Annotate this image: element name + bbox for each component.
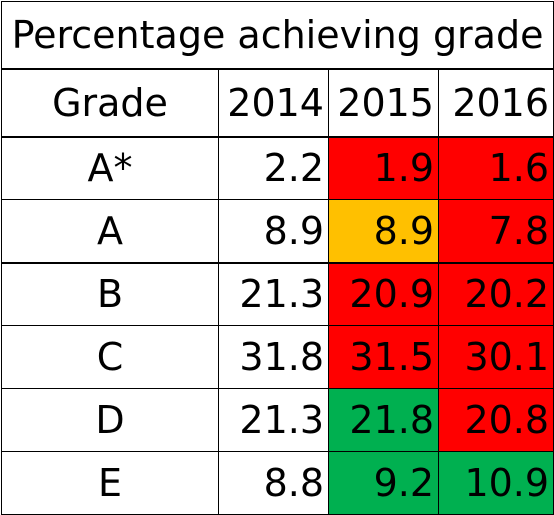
value-cell: 21.3 (218, 262, 329, 326)
grade-cell: D (1, 388, 219, 452)
year-header-2014: 2014 (218, 68, 329, 138)
value-cell: 1.6 (437, 136, 554, 200)
table-title: Percentage achieving grade (0, 1, 554, 70)
value-cell: 7.8 (437, 199, 554, 264)
table-row: A* 2.2 1.9 1.6 (1, 136, 554, 200)
value-cell: 30.1 (437, 325, 554, 389)
value-cell: 8.9 (218, 199, 329, 264)
value-cell: 1.9 (328, 136, 439, 200)
value-cell: 9.2 (328, 451, 439, 515)
grade-cell: E (1, 451, 219, 515)
value-cell: 21.8 (328, 388, 439, 452)
value-cell: 2.2 (218, 136, 329, 200)
year-header-2015: 2015 (328, 68, 439, 138)
table-row: B 21.3 20.9 20.2 (1, 262, 554, 326)
value-cell: 20.8 (437, 388, 554, 452)
table-row: E 8.8 9.2 10.9 (1, 451, 554, 515)
value-cell: 10.9 (437, 451, 554, 515)
grade-cell: A* (1, 136, 219, 200)
value-cell: 8.9 (328, 199, 439, 264)
table-row: A 8.9 8.9 7.8 (1, 199, 554, 264)
value-cell: 20.2 (437, 262, 554, 326)
value-cell: 20.9 (328, 262, 439, 326)
value-cell: 8.8 (218, 451, 329, 515)
header-row: Grade 2014 2015 2016 (1, 68, 554, 138)
title-row: Percentage achieving grade (0, 1, 554, 70)
grade-column-header: Grade (1, 68, 219, 138)
value-cell: 31.8 (218, 325, 329, 389)
table-row: D 21.3 21.8 20.8 (1, 388, 554, 452)
grade-cell: A (1, 199, 219, 264)
value-cell: 21.3 (218, 388, 329, 452)
grade-cell: B (1, 262, 219, 326)
grade-cell: C (1, 325, 219, 389)
table-row: C 31.8 31.5 30.1 (1, 325, 554, 389)
year-header-2016: 2016 (437, 68, 554, 138)
value-cell: 31.5 (328, 325, 439, 389)
